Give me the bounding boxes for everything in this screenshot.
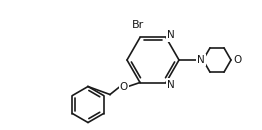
- Text: O: O: [120, 82, 128, 92]
- Text: O: O: [233, 55, 241, 65]
- Text: N: N: [197, 55, 205, 65]
- Text: Br: Br: [132, 21, 144, 30]
- Text: N: N: [167, 80, 175, 90]
- Text: N: N: [167, 30, 175, 40]
